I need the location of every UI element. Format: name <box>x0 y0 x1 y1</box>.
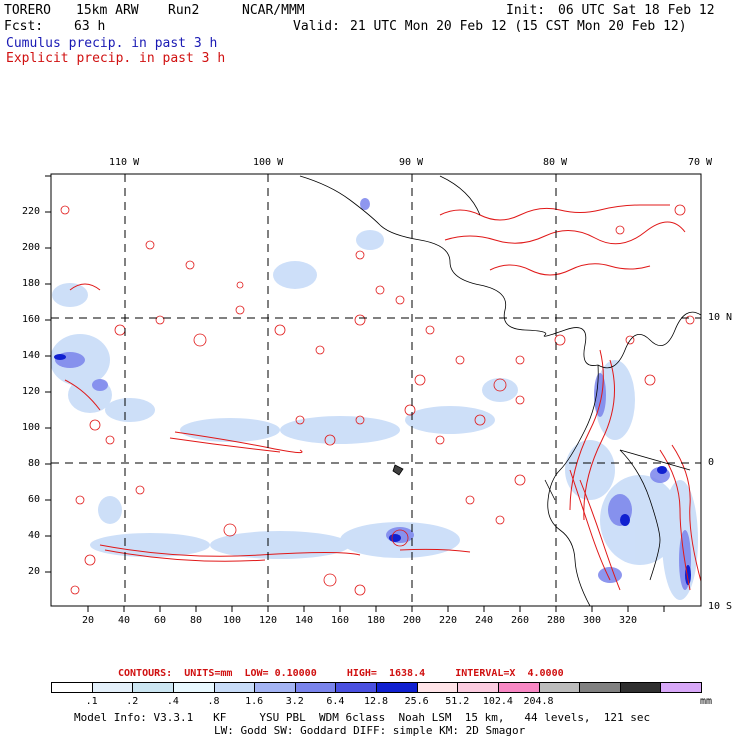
y-tick: 60 <box>28 494 41 505</box>
contour-low-label: LOW= <box>244 668 269 679</box>
x-tick: 80 <box>190 615 203 626</box>
colorbar-swatch <box>51 682 93 693</box>
x-tick: 20 <box>82 615 95 626</box>
init-value: 06 UTC Sat 18 Feb 12 <box>558 3 715 18</box>
model-run: Run2 <box>168 3 200 18</box>
contour-interval-value: 4.0000 <box>527 668 564 679</box>
colorbar-swatch <box>416 682 459 693</box>
fcst-value: 63 h <box>74 19 106 34</box>
lon-label-100w: 100 W <box>253 157 284 168</box>
colorbar-label: 6.4 <box>326 696 345 707</box>
init-label: Init: <box>506 3 546 18</box>
colorbar-swatch <box>660 682 702 693</box>
lon-label-70w: 70 W <box>688 157 713 168</box>
lon-label-80w: 80 W <box>543 157 568 168</box>
contour-low-value: 0.10000 <box>274 668 317 679</box>
y-tick: 120 <box>22 386 41 397</box>
y-tick: 220 <box>22 206 41 217</box>
field-explicit-title: Explicit precip. in past 3 h <box>6 51 226 66</box>
model-resolution: 15km ARW <box>76 3 139 18</box>
colorbar-swatch <box>457 682 499 693</box>
colorbar-label: .1 <box>85 696 98 707</box>
colorbar-swatch <box>91 682 134 693</box>
physics-info-line: LW: Godd SW: Goddard DIFF: simple KM: 2D… <box>214 724 526 737</box>
colorbar-label: 3.2 <box>285 696 304 707</box>
y-tick: 180 <box>22 278 41 289</box>
model-name: TORERO <box>4 3 51 18</box>
valid-value: 21 UTC Mon 20 Feb 12 (15 CST Mon 20 Feb … <box>350 19 687 34</box>
x-tick: 200 <box>403 615 422 626</box>
colorbar-label: 12.8 <box>363 696 389 707</box>
model-info-line: Model Info: V3.3.1 KF YSU PBL WDM 6class… <box>74 711 651 724</box>
colorbar-label: 204.8 <box>523 696 554 707</box>
colorbar-label: 102.4 <box>482 696 513 707</box>
colorbar-label: .8 <box>207 696 220 707</box>
colorbar-swatch <box>254 682 296 693</box>
y-tick: 80 <box>28 458 41 469</box>
x-tick: 300 <box>583 615 602 626</box>
x-tick: 160 <box>331 615 350 626</box>
colorbar-label: .4 <box>166 696 179 707</box>
contour-high-label: HIGH= <box>346 668 377 679</box>
lat-label-10n: 10 N <box>708 312 733 323</box>
colorbar-swatch <box>213 682 256 693</box>
colorbar-swatch <box>335 682 377 693</box>
colorbar-swatch <box>376 682 418 693</box>
y-tick: 140 <box>22 350 41 361</box>
colorbar-label: 25.6 <box>404 696 429 707</box>
x-tick: 220 <box>439 615 458 626</box>
y-tick: 20 <box>28 566 41 577</box>
contour-high-value: 1638.4 <box>389 668 426 679</box>
lat-label-10s: 10 S <box>708 601 733 612</box>
x-tick: 120 <box>259 615 278 626</box>
colorbar-swatch <box>132 682 174 693</box>
model-org: NCAR/MMM <box>242 3 305 18</box>
y-tick: 200 <box>22 242 41 253</box>
lat-label-0: 0 <box>708 457 715 468</box>
x-tick: 60 <box>154 615 167 626</box>
colorbar-label: 1.6 <box>245 696 264 707</box>
colorbar-swatch <box>619 682 662 693</box>
y-tick: 40 <box>28 530 41 541</box>
y-tick: 100 <box>22 422 41 433</box>
x-tick: 40 <box>118 615 131 626</box>
colorbar-label: 51.2 <box>445 696 470 707</box>
colorbar-swatch <box>538 682 581 693</box>
colorbar-swatch <box>579 682 621 693</box>
x-tick: 180 <box>367 615 386 626</box>
colorbar-label: .2 <box>126 696 139 707</box>
valid-label: Valid: <box>293 19 340 34</box>
x-tick: 280 <box>547 615 566 626</box>
x-tick: 260 <box>511 615 530 626</box>
x-tick: 320 <box>619 615 638 626</box>
x-tick: 140 <box>295 615 314 626</box>
x-tick: 240 <box>475 615 494 626</box>
fcst-label: Fcst: <box>4 19 44 34</box>
colorbar-swatch <box>172 682 215 693</box>
contour-interval-label: INTERVAL=X <box>455 668 516 679</box>
contour-label: CONTOURS: <box>118 668 173 679</box>
colorbar-swatch <box>497 682 540 693</box>
contour-units: UNITS=mm <box>184 668 233 679</box>
field-cumulus-title: Cumulus precip. in past 3 h <box>6 36 218 51</box>
colorbar-swatch <box>294 682 337 693</box>
contour-info: CONTOURS: UNITS=mm LOW= 0.10000 HIGH= 16… <box>118 668 564 679</box>
x-tick: 100 <box>223 615 242 626</box>
y-tick: 160 <box>22 314 41 325</box>
precip-field <box>51 174 701 606</box>
colorbar-unit: mm <box>700 696 713 707</box>
lon-label-90w: 90 W <box>399 157 424 168</box>
lon-label-110w: 110 W <box>109 157 140 168</box>
